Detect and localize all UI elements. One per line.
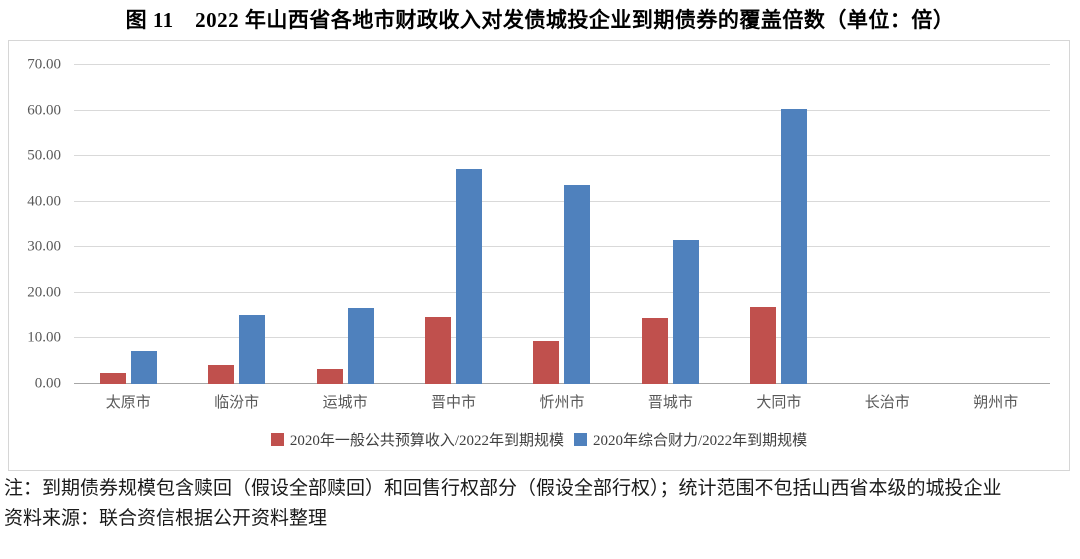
gridline <box>74 337 1050 339</box>
x-axis-baseline <box>74 383 1050 384</box>
y-axis: 0.00 10.00 20.00 30.00 40.00 50.00 60.00 70.00 <box>9 57 61 392</box>
bar-series-1-大同市 <box>781 108 808 384</box>
legend-label: 2020年一般公共预算收入/2022年到期规模 <box>289 433 564 449</box>
y-axis-tick-label: 50.00 <box>27 147 61 164</box>
x-axis-label-长治市: 长治市 <box>864 395 910 411</box>
bar-group-运城市 <box>291 65 399 384</box>
bar-group-长治市 <box>833 65 941 384</box>
y-axis-tick-label: 0.00 <box>34 375 61 392</box>
bar-series-1-临汾市 <box>239 314 266 384</box>
chart-plot-box: 0.00 10.00 20.00 30.00 40.00 50.00 60.00 70.00 … <box>8 40 1070 471</box>
legend-label: 2020年综合财力/2022年到期规模 <box>593 433 808 449</box>
bar-series-1-运城市 <box>347 307 374 384</box>
bar-group-忻州市 <box>508 65 616 384</box>
footnotes: 注：到期债券规模包含赎回（假设全部赎回）和回售行权部分（假设全部行权）；统计范围… <box>4 474 1074 533</box>
x-axis-label-忻州市: 忻州市 <box>539 395 585 411</box>
bar-series-0-晋中市 <box>425 317 452 384</box>
bar-series-0-晋城市 <box>641 318 668 384</box>
legend-swatch-icon <box>270 433 284 446</box>
bar-group-太原市 <box>74 65 182 384</box>
chart-title: 图 11 2022 年山西省各地市财政收入对发债城投企业到期债券的覆盖倍数（单位… <box>125 8 955 32</box>
bar-series-1-忻州市 <box>564 185 591 384</box>
bar-group-晋城市 <box>616 65 724 384</box>
chart-legend: 2020年一般公共预算收入/2022年到期规模 2020年综合财力/2022年到期… <box>9 429 1069 450</box>
gridline <box>74 155 1050 157</box>
y-axis-tick-label: 10.00 <box>27 329 61 346</box>
y-axis-tick-label: 60.00 <box>27 102 61 119</box>
gridline <box>74 246 1050 248</box>
bar-series-0-临汾市 <box>208 365 235 384</box>
bar-group-大同市 <box>725 65 833 384</box>
x-axis-label-太原市: 太原市 <box>105 395 151 411</box>
bar-series-0-大同市 <box>750 307 777 384</box>
bar-groups-container <box>74 65 1050 384</box>
legend-swatch-icon <box>574 433 587 446</box>
bar-series-1-晋中市 <box>456 169 483 384</box>
x-axis-label-晋中市: 晋中市 <box>431 395 477 411</box>
bar-series-1-晋城市 <box>672 240 699 384</box>
gridline <box>74 64 1050 65</box>
y-axis-tick-label: 40.00 <box>27 193 61 210</box>
y-axis-tick-label: 20.00 <box>27 284 61 301</box>
x-axis-label-临汾市: 临汾市 <box>214 395 260 411</box>
legend-item-1: 2020年综合财力/2022年到期规模 <box>574 429 807 450</box>
bar-series-1-太原市 <box>130 350 157 384</box>
y-axis-tick-label: 30.00 <box>27 238 61 255</box>
x-axis-label-晋城市: 晋城市 <box>647 395 693 411</box>
bar-series-0-运城市 <box>316 369 343 384</box>
x-axis-label-大同市: 大同市 <box>756 395 802 411</box>
bar-group-晋中市 <box>399 65 507 384</box>
x-axis-label-朔州市: 朔州市 <box>973 395 1019 411</box>
note-text: 注：到期债券规模包含赎回（假设全部赎回）和回售行权部分（假设全部行权）；统计范围… <box>4 478 1002 499</box>
gridline <box>74 291 1050 293</box>
bar-series-0-太原市 <box>99 372 126 384</box>
x-axis-label-运城市: 运城市 <box>322 395 368 411</box>
bar-group-朔州市 <box>942 65 1050 384</box>
bar-series-0-忻州市 <box>533 341 560 384</box>
y-axis-tick-label: 70.00 <box>27 56 61 73</box>
gridline <box>74 200 1050 202</box>
plot-area <box>74 64 1050 384</box>
gridline <box>74 109 1050 111</box>
source-text: 资料来源：联合资信根据公开资料整理 <box>4 508 328 529</box>
x-axis: 太原市 临汾市 运城市 晋中市 忻州市 晋城市 大同市 长治市 朔州市 <box>74 391 1050 412</box>
bar-group-临汾市 <box>182 65 290 384</box>
legend-item-0: 2020年一般公共预算收入/2022年到期规模 <box>270 429 564 450</box>
